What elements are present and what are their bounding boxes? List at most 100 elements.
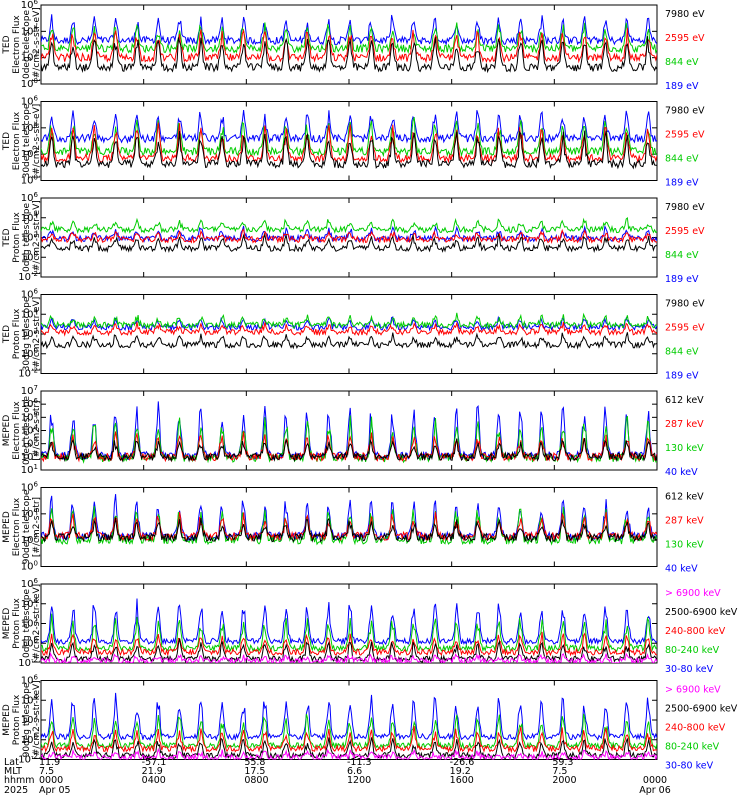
- y-tick-label: 106: [21, 191, 39, 204]
- series-line: [41, 692, 657, 742]
- y-tick-exponent: 4: [34, 121, 39, 129]
- y-tick-label: 107: [21, 384, 38, 397]
- y-tick-exponent: 6: [34, 481, 39, 489]
- y-tick-label: 100: [21, 560, 38, 573]
- legend-label: 2595 eV: [665, 226, 705, 237]
- x-tick-date: Apr 06: [639, 785, 671, 796]
- legend-label: 612 keV: [665, 395, 704, 406]
- x-tick-lat: 59.3: [552, 757, 573, 768]
- series-line: [41, 747, 657, 760]
- series-line: [41, 517, 657, 543]
- y-tick-label: 104: [21, 597, 39, 610]
- y-tick-label: 104: [21, 424, 39, 437]
- series-line: [41, 401, 657, 462]
- y-tick-exponent: 6: [34, 288, 39, 296]
- y-tick-exponent: 3: [34, 437, 38, 445]
- y-tick-exponent: 6: [34, 577, 39, 585]
- series-line: [41, 109, 657, 145]
- y-tick-exponent: 4: [34, 507, 39, 515]
- y-tick-exponent: 2: [34, 533, 38, 541]
- y-axis-label-line: 0deg telescope: [22, 203, 32, 273]
- x-row-label: hhmm: [4, 775, 35, 786]
- x-tick-hhmm: 2000: [552, 775, 576, 786]
- y-tick-exponent: 0: [34, 250, 38, 258]
- series-line: [41, 437, 657, 463]
- y-tick-label: 100: [21, 636, 38, 649]
- y-tick-exponent: 0: [34, 636, 38, 644]
- legend-label: 30-80 keV: [665, 664, 714, 675]
- y-tick-label: 102: [21, 51, 38, 64]
- legend-label: 80-240 keV: [665, 645, 720, 656]
- panel-6: 100 102 104 106 MEPED Electron Flux 90deg tele…: [2, 481, 704, 575]
- series-line: [41, 228, 657, 245]
- panel-2: 100 102 104 106 TED Electron Flux 30deg telesc…: [2, 95, 705, 189]
- panel-3: 10-2 100 102 104 106 TED Proton Flux 0deg teles…: [2, 191, 705, 285]
- y-tick-label: 102: [21, 617, 38, 630]
- panel-7: 10-2 100 102 104 106 MEPED Proton Flux 0deg tel…: [2, 577, 738, 675]
- legend-label: 844 eV: [665, 154, 699, 165]
- y-tick-label: 10-2: [18, 270, 38, 283]
- y-axis-label-line: Electron Flux: [12, 401, 22, 460]
- panel-8: 10-2 100 102 104 106 MEPED Proton Flux 90deg te…: [2, 674, 738, 772]
- series-line: [41, 130, 657, 170]
- y-axis-label-line: MEPED: [2, 608, 12, 640]
- y-tick-exponent: -2: [31, 656, 38, 664]
- y-tick-label: 106: [21, 397, 39, 410]
- y-axis-label-line: [#/cm2-s-str]: [32, 497, 42, 557]
- y-tick-label: 102: [21, 327, 38, 340]
- series-line: [41, 22, 657, 55]
- y-tick-exponent: 4: [34, 424, 39, 432]
- legend-label: 612 keV: [665, 492, 704, 503]
- series-line: [41, 651, 657, 663]
- panel-4: 10-2 100 102 104 106 TED Proton Flux 30deg tele…: [2, 288, 705, 382]
- y-tick-exponent: 0: [34, 174, 38, 182]
- series-line: [41, 332, 657, 350]
- x-tick-lat: -11.3: [347, 757, 372, 768]
- y-tick-label: 102: [21, 231, 38, 244]
- y-tick-label: 100: [21, 733, 38, 746]
- legend-label: 844 eV: [665, 347, 699, 358]
- y-tick-label: 103: [21, 437, 38, 450]
- legend-label: 844 eV: [665, 250, 699, 261]
- y-tick-exponent: 4: [34, 24, 39, 32]
- series-line: [41, 315, 657, 332]
- y-axis-label-line: [#/cm2-s-str]: [32, 400, 42, 460]
- y-tick-label: 104: [21, 121, 39, 134]
- legend-label: 40 keV: [665, 467, 698, 478]
- legend-label: 7980 eV: [665, 202, 705, 213]
- legend-label: 189 eV: [665, 81, 699, 92]
- x-tick-mlt: 6.6: [347, 766, 362, 777]
- legend-label: 240-800 keV: [665, 723, 726, 734]
- y-axis-label-line: Proton Flux: [12, 212, 22, 263]
- y-tick-label: 102: [21, 533, 38, 546]
- legend-label: > 6900 keV: [665, 588, 721, 599]
- y-tick-exponent: -2: [31, 753, 38, 761]
- y-tick-label: 106: [21, 577, 39, 590]
- x-tick-hhmm: 0400: [142, 775, 166, 786]
- y-tick-label: 102: [21, 147, 38, 160]
- legend-label: 240-800 keV: [665, 626, 726, 637]
- legend-label: 189 eV: [665, 178, 699, 189]
- panel-1: 100 102 104 106 TED Electron Flux 0deg telesco…: [2, 0, 705, 92]
- y-tick-exponent: 4: [34, 307, 39, 315]
- series-line: [41, 613, 657, 653]
- y-tick-exponent: 6: [34, 191, 39, 199]
- y-axis-label-line: [#/cm2-s-str-keV]: [32, 680, 42, 759]
- y-axis-label-line: [#/cm2-s-str-eV]: [32, 7, 42, 82]
- y-tick-exponent: 6: [34, 674, 39, 682]
- series-line: [41, 122, 657, 164]
- y-axis-label-line: 30deg telescope: [22, 296, 32, 371]
- y-tick-exponent: 4: [34, 693, 39, 701]
- y-tick-label: 106: [21, 674, 39, 687]
- y-tick-exponent: 0: [34, 347, 38, 355]
- y-axis-label-line: TED: [2, 35, 12, 54]
- y-axis-label-line: 30deg telescope: [22, 103, 32, 178]
- y-axis-label-line: MEPED: [2, 704, 12, 736]
- series-line: [41, 713, 657, 751]
- x-tick-hhmm: 1600: [450, 775, 474, 786]
- x-tick-mlt: 21.9: [142, 766, 163, 777]
- x-tick-mlt: 7.5: [552, 766, 567, 777]
- y-tick-exponent: 6: [34, 95, 39, 103]
